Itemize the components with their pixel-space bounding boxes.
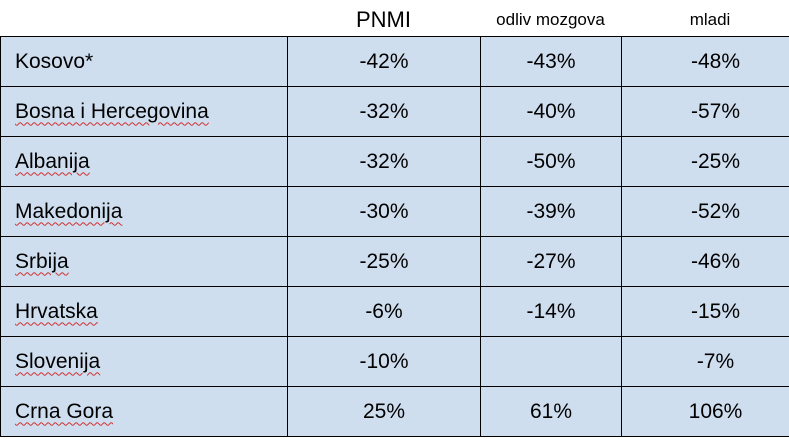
table-row: Makedonija -30% -39% -52% — [0, 186, 789, 237]
country-cell: Kosovo* — [0, 36, 288, 87]
mladi-cell: -7% — [621, 336, 789, 387]
country-label: Slovenija — [15, 349, 101, 373]
table-row: Slovenija -10% -7% — [0, 336, 789, 387]
country-cell: Slovenija — [0, 336, 288, 387]
country-label: Hrvatska — [15, 299, 98, 323]
pnmi-cell: 25% — [287, 386, 481, 437]
data-table: Kosovo* -42% -43% -48% Bosna i Hercegovi… — [0, 36, 789, 437]
odliv-cell: -27% — [480, 236, 622, 287]
column-header-mladi: mladi — [689, 10, 731, 29]
column-header-odliv-mozgova: odliv mozgova — [496, 10, 605, 29]
country-cell: Albanija — [0, 136, 288, 187]
table-row: Hrvatska -6% -14% -15% — [0, 286, 789, 337]
mladi-cell: -48% — [621, 36, 789, 87]
odliv-cell — [480, 336, 622, 387]
mladi-cell: -25% — [621, 136, 789, 187]
country-label: Srbija — [15, 249, 69, 273]
country-cell: Bosna i Hercegovina — [0, 86, 288, 137]
odliv-cell: -40% — [480, 86, 622, 137]
pnmi-cell: -42% — [287, 36, 481, 87]
pnmi-cell: -10% — [287, 336, 481, 387]
country-label: Kosovo* — [15, 49, 94, 73]
mladi-cell: -46% — [621, 236, 789, 287]
table-row: Crna Gora 25% 61% 106% — [0, 386, 789, 437]
table-header: PNMI odliv mozgova mladi — [0, 0, 789, 36]
country-cell: Makedonija — [0, 186, 288, 237]
country-label: Bosna i Hercegovina — [15, 99, 209, 123]
column-header-pnmi: PNMI — [356, 7, 411, 32]
pnmi-cell: -32% — [287, 86, 481, 137]
country-cell: Srbija — [0, 236, 288, 287]
mladi-cell: 106% — [621, 386, 789, 437]
pnmi-cell: -25% — [287, 236, 481, 287]
country-cell: Hrvatska — [0, 286, 288, 337]
odliv-cell: -39% — [480, 186, 622, 237]
odliv-cell: 61% — [480, 386, 622, 437]
table-row: Kosovo* -42% -43% -48% — [0, 36, 789, 87]
mladi-cell: -57% — [621, 86, 789, 137]
odliv-cell: -43% — [480, 36, 622, 87]
country-label: Makedonija — [15, 199, 123, 223]
table-row: Albanija -32% -50% -25% — [0, 136, 789, 187]
country-label: Albanija — [15, 149, 90, 173]
table-row: Srbija -25% -27% -46% — [0, 236, 789, 287]
pnmi-cell: -32% — [287, 136, 481, 187]
pnmi-cell: -6% — [287, 286, 481, 337]
odliv-cell: -50% — [480, 136, 622, 187]
country-cell: Crna Gora — [0, 386, 288, 437]
table-row: Bosna i Hercegovina -32% -40% -57% — [0, 86, 789, 137]
mladi-cell: -15% — [621, 286, 789, 337]
country-label: Crna Gora — [15, 399, 114, 423]
odliv-cell: -14% — [480, 286, 622, 337]
pnmi-cell: -30% — [287, 186, 481, 237]
mladi-cell: -52% — [621, 186, 789, 237]
